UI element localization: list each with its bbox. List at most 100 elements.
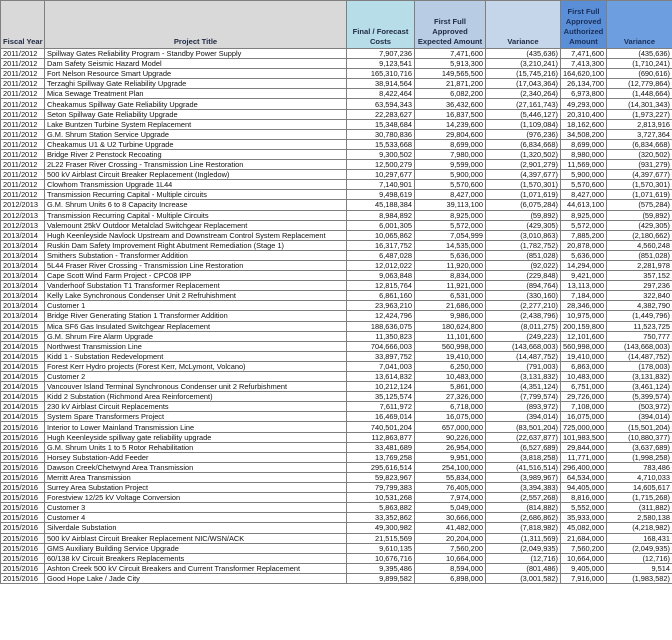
project-title-cell: Bridge River 2 Penstock Recoating <box>44 148 347 161</box>
variance-authorized-cell: (4,397,677) <box>606 169 672 181</box>
expected-amount-cell: 30,666,000 <box>414 512 486 524</box>
fiscal-year-cell: 2011/2012 <box>0 148 45 161</box>
fiscal-year-cell: 2011/2012 <box>0 189 45 201</box>
variance-authorized-cell: 4,382,790 <box>606 300 672 312</box>
expected-amount-cell: 7,054,999 <box>414 229 486 241</box>
project-title-cell: Fort Nelson Resource Smart Upgrade <box>44 68 347 80</box>
project-title-cell: G.M. Shrum Station Service Upgrade <box>44 128 347 140</box>
final-forecast-cell: 59,823,967 <box>346 471 415 484</box>
project-title-cell: Northwest Transmission Line <box>44 340 347 352</box>
table-row: 2015/2016 Horsey Substation-Add Feeder 13,… <box>0 451 672 463</box>
fiscal-year-cell: 2015/2016 <box>0 532 45 544</box>
project-title-cell: Surrey Area Substation Project <box>44 482 347 494</box>
expected-amount-cell: 7,974,000 <box>414 492 486 504</box>
final-forecast-cell: 33,352,862 <box>346 512 415 524</box>
variance-expected-cell: (41,516,514) <box>485 461 561 473</box>
final-forecast-cell: 7,611,972 <box>346 401 415 413</box>
variance-authorized-cell: (10,880,377) <box>606 431 672 443</box>
header-project-title: Project Title <box>44 0 347 49</box>
table-row: 2014/2015 Customer 2 13,614,832 10,483,000(… <box>0 370 672 383</box>
expected-amount-cell: 6,250,000 <box>414 360 486 373</box>
variance-authorized-cell: (3,461,124) <box>606 381 672 393</box>
project-title-cell: 500 kV Airblast Circuit Breaker Replacem… <box>44 169 347 181</box>
variance-authorized-cell: 11,523,725 <box>606 320 672 332</box>
variance-authorized-cell: (12,716) <box>606 552 672 564</box>
authorized-amount-cell: 7,413,300 <box>560 58 607 70</box>
expected-amount-cell: 149,565,500 <box>414 68 486 80</box>
authorized-amount-cell: 19,410,000 <box>560 350 607 362</box>
project-title-cell: Silverdale Substation <box>44 522 347 534</box>
project-title-cell: Horsey Substation-Add Feeder <box>44 451 347 463</box>
expected-amount-cell: 9,599,000 <box>414 159 486 171</box>
project-title-cell: Ruskin Dam Safety Improvement Right Abut… <box>44 239 347 251</box>
variance-authorized-cell: (15,501,204) <box>606 421 672 433</box>
variance-expected-cell: (83,501,204) <box>485 421 561 433</box>
final-forecast-cell: 38,914,564 <box>346 78 415 90</box>
project-title-cell: Vanderhoof Substation T1 Transformer Rep… <box>44 280 347 292</box>
fiscal-year-cell: 2013/2014 <box>0 259 45 272</box>
expected-amount-cell: 76,405,000 <box>414 482 486 494</box>
project-title-cell: Smithers Substation - Transformer Additi… <box>44 249 347 261</box>
fiscal-year-cell: 2013/2014 <box>0 239 45 251</box>
project-title-cell: Dam Safety Seismic Hazard Model <box>44 58 347 70</box>
table-row: 2011/2012 Cheakamus U1 & U2 Turbine Upgra… <box>0 138 672 150</box>
project-title-cell: 5L44 Fraser River Crossing - Transmissio… <box>44 259 347 272</box>
variance-expected-cell: (2,049,935) <box>485 542 561 554</box>
fiscal-year-cell: 2015/2016 <box>0 502 45 514</box>
variance-authorized-cell: (435,636) <box>606 47 672 60</box>
table-row: 2015/2016 Ashton Creek 500 kV Circuit Bre… <box>0 562 672 574</box>
authorized-amount-cell: 16,075,000 <box>560 411 607 423</box>
fiscal-year-cell: 2013/2014 <box>0 270 45 282</box>
variance-authorized-cell: (1,071,619) <box>606 189 672 201</box>
authorized-amount-cell: 7,885,200 <box>560 229 607 241</box>
fiscal-year-cell: 2015/2016 <box>0 431 45 443</box>
table-row: 2015/2016 Forestview 12/25 kV Voltage Con… <box>0 492 672 504</box>
variance-authorized-cell: (931,279) <box>606 159 672 171</box>
table-row: 2011/2012 2L22 Fraser River Crossing - Tr… <box>0 159 672 171</box>
variance-expected-cell: (435,636) <box>485 47 561 60</box>
table-row: 2011/2012 Fort Nelson Resource Smart Upgr… <box>0 68 672 80</box>
authorized-amount-cell: 7,184,000 <box>560 290 607 302</box>
variance-expected-cell: (1,570,301) <box>485 179 561 191</box>
variance-authorized-cell: (2,049,935) <box>606 542 672 554</box>
authorized-amount-cell: 29,844,000 <box>560 441 607 453</box>
variance-expected-cell: (14,487,752) <box>485 350 561 362</box>
fiscal-year-cell: 2015/2016 <box>0 441 45 453</box>
variance-authorized-cell: (575,284) <box>606 199 672 211</box>
fiscal-year-cell: 2011/2012 <box>0 138 45 150</box>
expected-amount-cell: 5,636,000 <box>414 249 486 261</box>
fiscal-year-cell: 2013/2014 <box>0 300 45 312</box>
fiscal-year-cell: 2014/2015 <box>0 330 45 342</box>
expected-amount-cell: 560,998,000 <box>414 340 486 352</box>
authorized-amount-cell: 5,900,000 <box>560 169 607 181</box>
project-title-cell: Cape Scott Wind Farm Project - CPC08 IPP <box>44 270 347 282</box>
authorized-amount-cell: 64,534,000 <box>560 471 607 484</box>
authorized-amount-cell: 11,569,000 <box>560 159 607 171</box>
variance-expected-cell: (893,972) <box>485 401 561 413</box>
expected-amount-cell: 254,100,000 <box>414 461 486 473</box>
table-row: 2011/2012 Transmission Recurring Capital … <box>0 189 672 201</box>
table-row: 2013/2014 Kelly Lake Synchronous Condense… <box>0 290 672 302</box>
final-forecast-cell: 9,123,541 <box>346 58 415 70</box>
expected-amount-cell: 20,204,000 <box>414 532 486 544</box>
project-title-cell: Terzaghi Spillway Gate Reliability Upgra… <box>44 78 347 90</box>
variance-authorized-cell: (5,399,574) <box>606 391 672 403</box>
project-title-cell: 60/138 kV Circuit Breakers Replacements <box>44 552 347 564</box>
variance-authorized-cell: (851,028) <box>606 249 672 261</box>
table-row: 2011/2012 500 kV Airblast Circuit Breaker… <box>0 169 672 181</box>
variance-expected-cell: (5,446,127) <box>485 108 561 120</box>
project-title-cell: Valemount 25kV Outdoor Metalclad Switchg… <box>44 219 347 231</box>
header-final-forecast: Final / Forecast Costs <box>346 0 415 49</box>
final-forecast-cell: 10,297,677 <box>346 169 415 181</box>
expected-amount-cell: 9,951,000 <box>414 451 486 463</box>
authorized-amount-cell: 26,134,700 <box>560 78 607 90</box>
table-row: 2015/2016 GMS Auxiliary Building Service … <box>0 542 672 554</box>
table-row: 2015/2016 Good Hope Lake / Jade City 9,899… <box>0 572 672 584</box>
table-row: 2015/2016 Hugh Keenleyside spillway gate … <box>0 431 672 443</box>
final-forecast-cell: 8,984,892 <box>346 209 415 221</box>
table-row: 2013/2014 Smithers Substation - Transform… <box>0 249 672 261</box>
final-forecast-cell: 9,395,486 <box>346 562 415 574</box>
variance-expected-cell: (894,764) <box>485 280 561 292</box>
authorized-amount-cell: 8,980,000 <box>560 148 607 161</box>
expected-amount-cell: 36,432,600 <box>414 98 486 110</box>
